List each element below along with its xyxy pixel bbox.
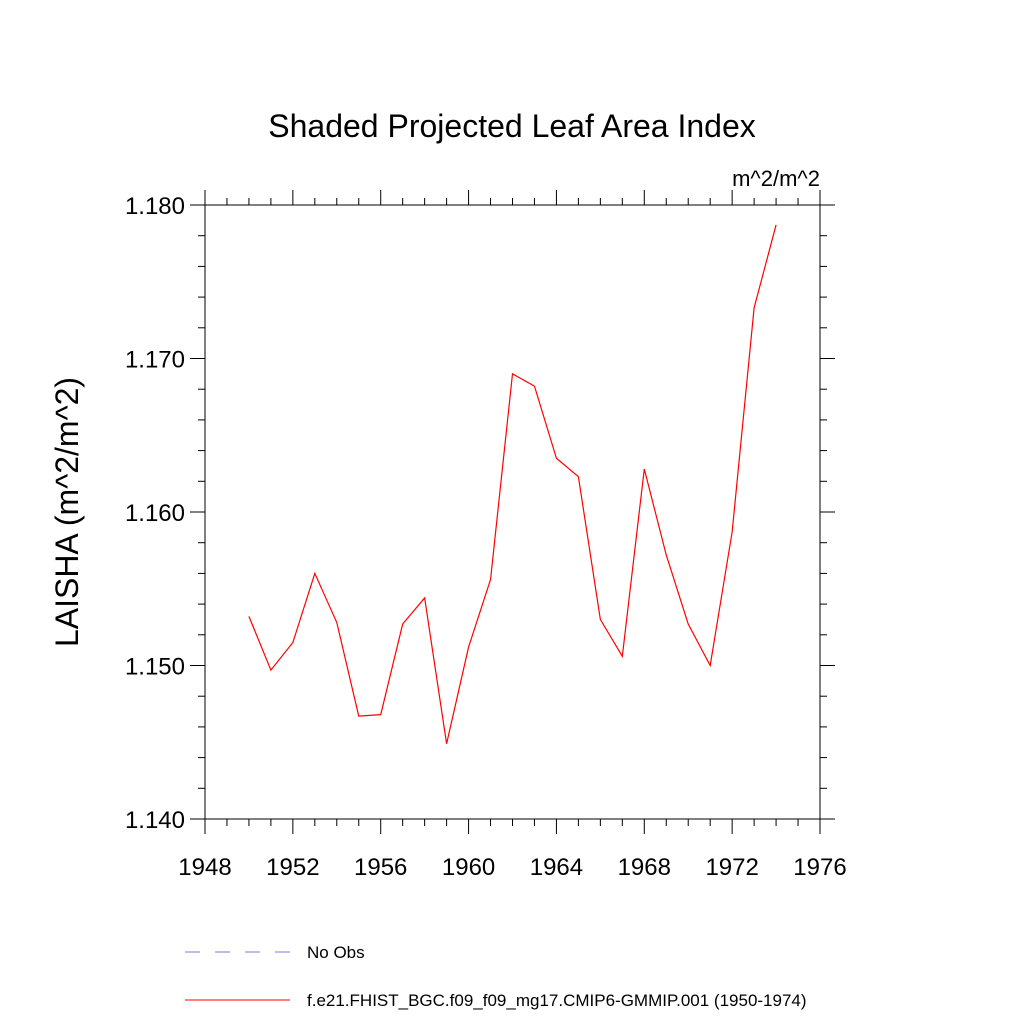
y-axis-label: LAISHA (m^2/m^2) [49, 377, 85, 647]
x-tick-label: 1976 [793, 854, 846, 881]
y-tick-label: 1.180 [125, 193, 185, 220]
y-tick-label: 1.170 [125, 347, 185, 374]
x-tick-label: 1968 [618, 854, 671, 881]
axis-ticks [190, 190, 835, 834]
y-tick-label: 1.140 [125, 807, 185, 834]
legend: No Obs f.e21.FHIST_BGC.f09_f09_mg17.CMIP6… [185, 943, 807, 1010]
y-tick-label: 1.160 [125, 500, 185, 527]
x-tick-label: 1956 [354, 854, 407, 881]
legend-label: No Obs [307, 943, 365, 962]
series-line [248, 224, 777, 744]
series-layer [248, 224, 777, 744]
x-tick-label: 1972 [705, 854, 758, 881]
x-tick-label: 1960 [442, 854, 495, 881]
x-tick-label: 1948 [178, 854, 231, 881]
x-tick-label: 1964 [530, 854, 583, 881]
axis-tick-labels: 1948 1952 1956 1960 1964 1968 1972 1976 1.140 1.1… [125, 193, 847, 881]
x-tick-label: 1952 [266, 854, 319, 881]
chart-title: Shaded Projected Leaf Area Index [268, 108, 755, 144]
y-tick-label: 1.150 [125, 654, 185, 681]
legend-label: f.e21.FHIST_BGC.f09_f09_mg17.CMIP6-GMMIP… [307, 991, 807, 1010]
plot-frame [204, 204, 821, 820]
units-label: m^2/m^2 [732, 166, 820, 191]
